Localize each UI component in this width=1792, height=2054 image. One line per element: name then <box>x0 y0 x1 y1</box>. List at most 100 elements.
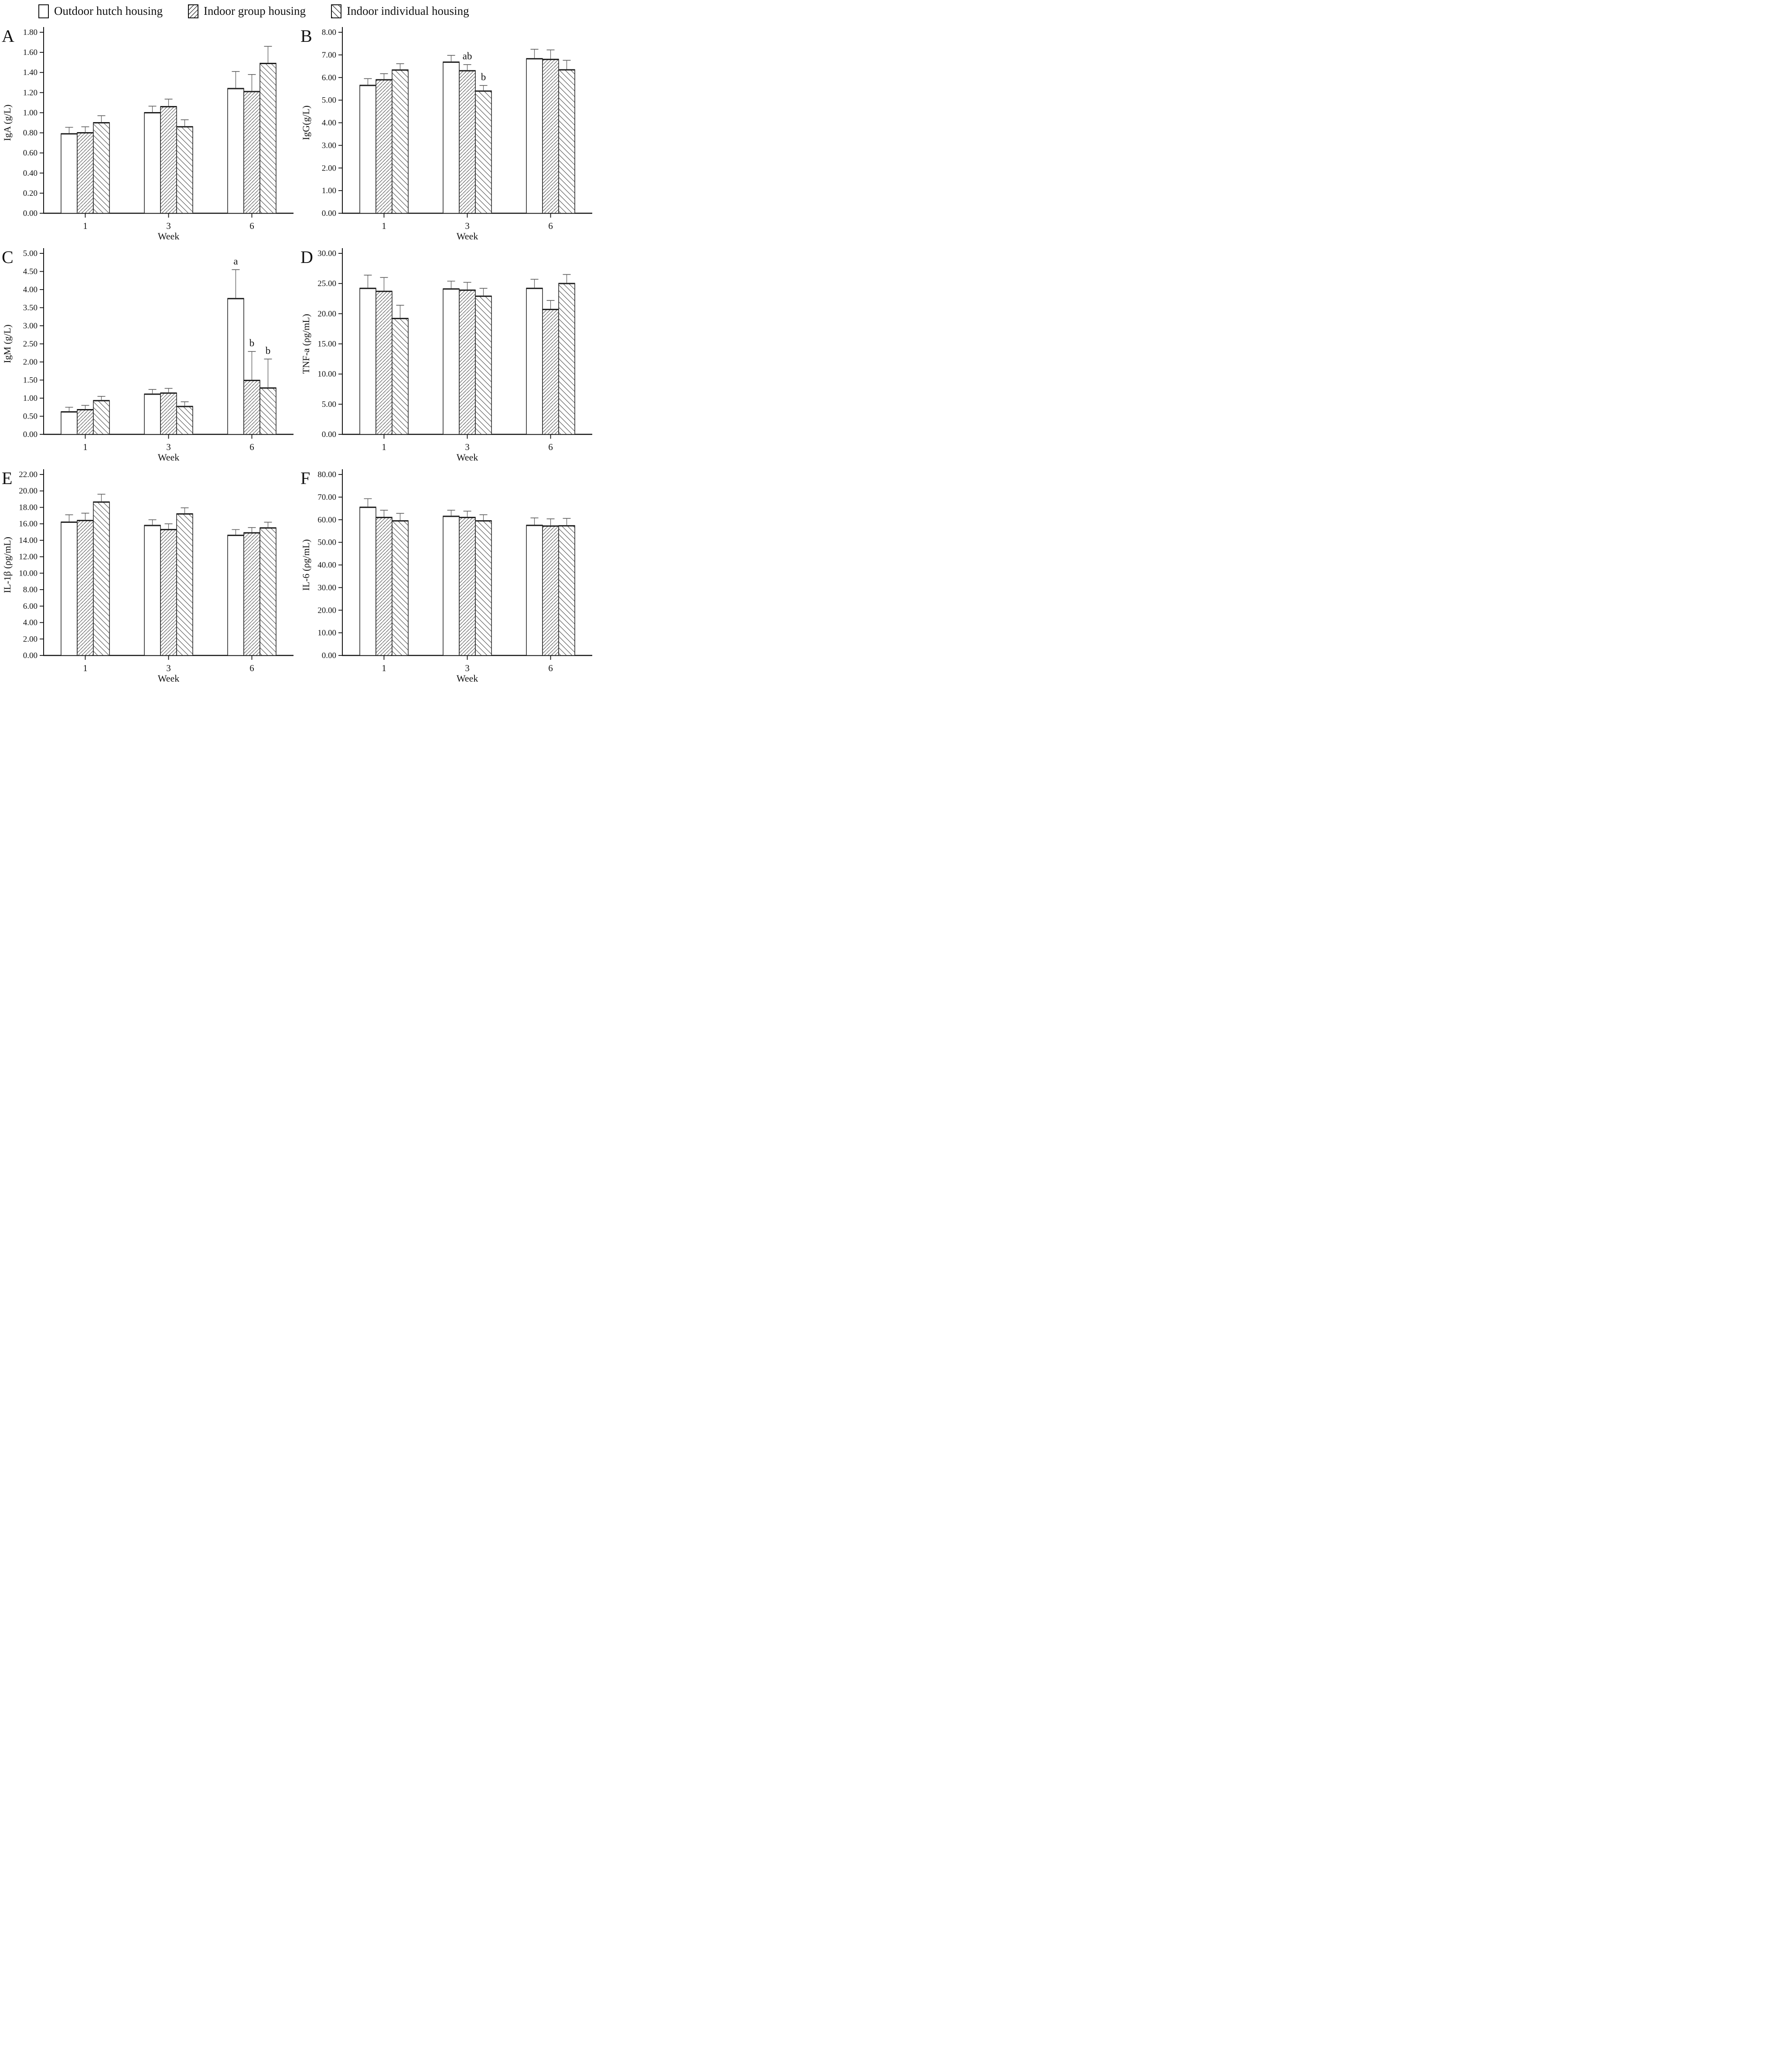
y-tick-label: 1.80 <box>23 28 38 37</box>
y-tick-label: 40.00 <box>317 561 336 570</box>
bar <box>144 525 161 656</box>
chart-panel-A: 0.00 0.20 0.40 0.60 0.80 1.00 1.20 1.40 1.60 1.80… <box>2 26 294 240</box>
x-axis-label: Week <box>158 452 180 461</box>
y-tick-label: 4.00 <box>23 285 38 294</box>
legend-label-indoor-individual: Indoor individual housing <box>346 4 469 18</box>
legend: Outdoor hutch housing Indoor group housi… <box>0 0 597 19</box>
x-tick-label: 1 <box>382 221 386 231</box>
y-tick-label: 8.00 <box>23 585 38 594</box>
y-tick-label: 1.00 <box>322 186 336 195</box>
significance-label: b <box>481 72 486 82</box>
bar <box>375 79 393 214</box>
chart-panel-D: 0.00 5.00 10.00 15.00 20.00 25.00 30.00 TNF-a (… <box>300 247 592 461</box>
panel-letter: C <box>2 247 14 267</box>
bar <box>144 394 161 435</box>
chart-grid: 0.00 0.20 0.40 0.60 0.80 1.00 1.20 1.40 1.60 1.80… <box>0 19 597 682</box>
x-tick-label: 3 <box>166 221 171 231</box>
bar <box>375 291 393 435</box>
y-tick-label: 60.00 <box>317 515 336 525</box>
figure: Outdoor hutch housing Indoor group housi… <box>0 0 597 685</box>
significance-label: a <box>233 256 238 266</box>
x-tick-label: 6 <box>249 221 254 231</box>
panel-letter: F <box>300 468 310 488</box>
y-tick-label: 5.00 <box>23 249 38 258</box>
legend-swatch-indoor-group <box>188 4 198 18</box>
y-tick-label: 5.00 <box>322 400 336 409</box>
y-tick-label: 3.50 <box>23 304 38 313</box>
panel-letter: B <box>300 26 312 46</box>
x-axis-label: Week <box>457 452 478 461</box>
y-tick-label: 0.60 <box>23 149 38 158</box>
y-tick-label: 80.00 <box>317 470 336 479</box>
legend-label-outdoor: Outdoor hutch housing <box>54 4 163 18</box>
x-tick-label: 1 <box>83 221 88 231</box>
chart-panel-C: 0.00 0.50 1.00 1.50 2.00 2.50 3.00 3.50 4.00 4.50… <box>2 247 294 461</box>
y-tick-label: 30.00 <box>317 249 336 258</box>
y-tick-label: 10.00 <box>317 628 336 638</box>
bar <box>392 520 409 656</box>
x-tick-label: 1 <box>83 663 88 673</box>
y-tick-label: 22.00 <box>19 470 38 479</box>
y-tick-label: 3.00 <box>23 321 38 331</box>
y-tick-label: 50.00 <box>317 538 336 547</box>
bar <box>526 288 543 435</box>
y-tick-label: 2.00 <box>23 635 38 644</box>
y-tick-label: 2.00 <box>322 164 336 173</box>
x-tick-label: 6 <box>548 221 553 231</box>
y-axis-label: IL-1β (ρg/mL) <box>2 537 13 593</box>
y-tick-label: 70.00 <box>317 493 336 502</box>
bar <box>160 529 177 656</box>
y-tick-label: 4.00 <box>23 618 38 628</box>
panel-letter: A <box>2 26 14 46</box>
bar <box>526 58 543 214</box>
bar <box>475 91 492 214</box>
bar <box>359 85 376 214</box>
bar <box>93 502 110 656</box>
y-tick-label: 0.00 <box>23 651 38 660</box>
bar <box>359 507 376 656</box>
chart-panel-F: 0.00 10.00 20.00 30.00 40.00 50.00 60.00 70.00 8… <box>300 468 592 682</box>
y-tick-label: 8.00 <box>322 28 336 37</box>
x-tick-label: 3 <box>166 442 171 452</box>
bar <box>443 61 460 214</box>
bar <box>77 132 94 214</box>
bar <box>243 532 260 656</box>
x-tick-label: 6 <box>548 442 553 452</box>
y-axis-label: IgM (g/L) <box>2 324 13 363</box>
y-tick-label: 0.00 <box>23 430 38 439</box>
bar <box>160 106 177 214</box>
y-tick-label: 20.00 <box>317 309 336 318</box>
y-tick-label: 0.00 <box>322 430 336 439</box>
y-tick-label: 6.00 <box>23 602 38 611</box>
bar <box>61 411 78 435</box>
bar <box>542 59 559 214</box>
bar <box>558 525 575 656</box>
x-tick-label: 1 <box>83 442 88 452</box>
y-tick-label: 20.00 <box>19 487 38 496</box>
bar <box>227 88 244 214</box>
y-tick-label: 0.00 <box>322 651 336 660</box>
bar <box>375 517 393 656</box>
y-axis-label: IgG(g/L) <box>300 106 311 140</box>
y-tick-label: 10.00 <box>19 569 38 578</box>
legend-item-indoor-individual: Indoor individual housing <box>331 4 469 18</box>
x-tick-label: 6 <box>249 663 254 673</box>
x-tick-label: 6 <box>548 663 553 673</box>
x-tick-label: 3 <box>166 663 171 673</box>
bar <box>243 91 260 214</box>
legend-item-outdoor: Outdoor hutch housing <box>38 4 163 18</box>
bar <box>392 318 409 435</box>
legend-swatch-outdoor <box>38 4 49 18</box>
bar <box>359 288 376 435</box>
y-tick-label: 25.00 <box>317 279 336 288</box>
bar <box>61 522 78 656</box>
bar <box>176 126 193 214</box>
y-tick-label: 1.50 <box>23 376 38 385</box>
y-tick-label: 30.00 <box>317 583 336 592</box>
y-axis-label: IL-6 (ρg/mL) <box>300 539 311 591</box>
panel-letter: D <box>300 247 313 267</box>
y-tick-label: 14.00 <box>19 536 38 545</box>
y-tick-label: 0.50 <box>23 412 38 421</box>
bar <box>459 70 476 214</box>
y-tick-label: 10.00 <box>317 370 336 379</box>
